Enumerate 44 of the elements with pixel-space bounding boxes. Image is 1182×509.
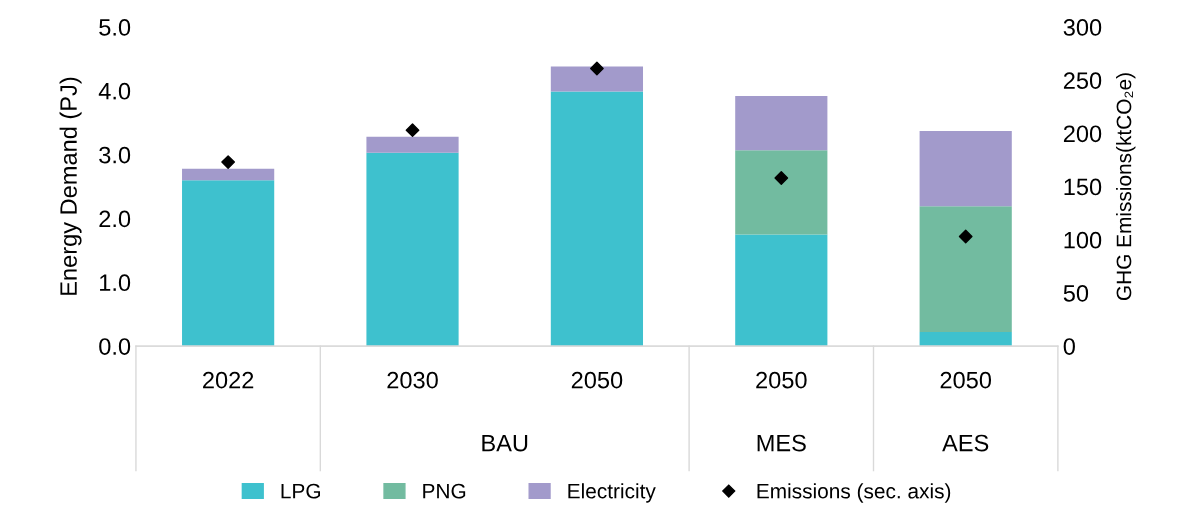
bar [735, 234, 828, 347]
text: AES [942, 434, 989, 452]
text: BAU [482, 434, 528, 452]
y-tick-label: 1.0 [100, 274, 131, 292]
x-tick-label: 2022 [203, 371, 254, 389]
legend-label: Electricity [568, 483, 656, 503]
point [958, 229, 973, 244]
bar [182, 168, 275, 181]
point [405, 123, 420, 138]
point [221, 155, 236, 169]
y2-axis-title: GHG Emissions(ktCO₂e) [1116, 73, 1136, 301]
x-tick-label: 2050 [940, 371, 992, 389]
y-tick-label: 0.0 [99, 338, 131, 355]
bar [919, 206, 1012, 333]
point [774, 171, 789, 185]
bar [366, 136, 459, 153]
legend-label: Emissions (sec. axis) [757, 483, 951, 503]
legend-label: LPG [281, 483, 320, 499]
y2-tick-label: 0 [1063, 338, 1075, 355]
y-axis-title: Energy Demand (PJ) [59, 77, 82, 295]
x-tick-label: 2050 [571, 371, 623, 389]
legend-label: PNG [423, 483, 466, 499]
bar [182, 180, 275, 347]
bar [735, 95, 828, 151]
y2-tick-label: 150 [1064, 178, 1102, 196]
y2-tick-label: 300 [1063, 19, 1102, 36]
y2-tick-label: 200 [1063, 125, 1102, 143]
bar [550, 91, 644, 347]
bar [919, 131, 1012, 207]
y-tick-label: 2.0 [99, 210, 131, 228]
y2-tick-label: 250 [1063, 72, 1102, 89]
bar [735, 150, 828, 235]
y2-tick-label: 50 [1063, 285, 1089, 302]
bar [550, 66, 644, 92]
y2-tick-label: 100 [1064, 231, 1102, 249]
y-tick-label: 5.0 [99, 19, 131, 36]
x-tick-label: 2050 [756, 371, 807, 389]
point [590, 61, 604, 76]
y-tick-label: 3.0 [99, 146, 131, 164]
bar [919, 332, 1012, 347]
x-tick-label: 2030 [387, 371, 438, 389]
text: MES [757, 434, 806, 452]
y-tick-label: 4.0 [98, 82, 131, 100]
bar [366, 152, 459, 347]
